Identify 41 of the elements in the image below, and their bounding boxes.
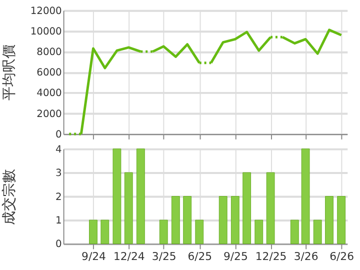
- y-tick-label: 0: [56, 129, 62, 140]
- y-tick-label: 6000: [36, 68, 62, 79]
- y-axis-title: 成交宗數: [1, 168, 18, 225]
- bar: [266, 172, 275, 244]
- bar: [230, 196, 240, 244]
- x-tick-label: 9/25: [223, 250, 248, 264]
- x-tick-label: 12/25: [255, 250, 287, 264]
- y-tick-label: 12000: [30, 6, 62, 17]
- x-tick-label: 6/26: [330, 250, 354, 264]
- bar: [242, 172, 252, 244]
- bar: [218, 196, 228, 244]
- x-tick-label: 3/25: [152, 250, 176, 264]
- bar: [337, 196, 346, 244]
- y-tick-label: 4: [56, 144, 62, 156]
- bar: [124, 172, 133, 244]
- bar: [325, 196, 334, 244]
- x-tick-label: 12/24: [113, 250, 145, 264]
- bar: [159, 220, 168, 244]
- y-tick-label: 0: [56, 239, 62, 250]
- bar: [100, 220, 110, 244]
- bar: [301, 148, 310, 244]
- x-tick-label: 9/24: [82, 250, 106, 264]
- bar: [254, 220, 264, 244]
- bar: [313, 220, 322, 244]
- x-tick-label: 3/26: [294, 250, 318, 264]
- bar: [171, 196, 180, 244]
- bar: [195, 220, 204, 244]
- y-tick-label: 1: [56, 215, 62, 226]
- y-tick-label: 2000: [36, 108, 62, 120]
- y-tick-label: 10000: [30, 26, 62, 38]
- y-tick-label: 3: [56, 168, 62, 180]
- bar: [112, 148, 122, 244]
- bar: [290, 220, 299, 244]
- bar: [136, 148, 145, 244]
- y-tick-label: 4000: [36, 88, 62, 100]
- y-tick-label: 8000: [36, 47, 62, 58]
- y-tick-label: 2: [56, 192, 62, 203]
- bar: [89, 220, 98, 244]
- bar: [183, 196, 192, 244]
- x-tick-label: 6/25: [188, 250, 212, 264]
- y-axis-title: 平均呎價: [1, 44, 18, 101]
